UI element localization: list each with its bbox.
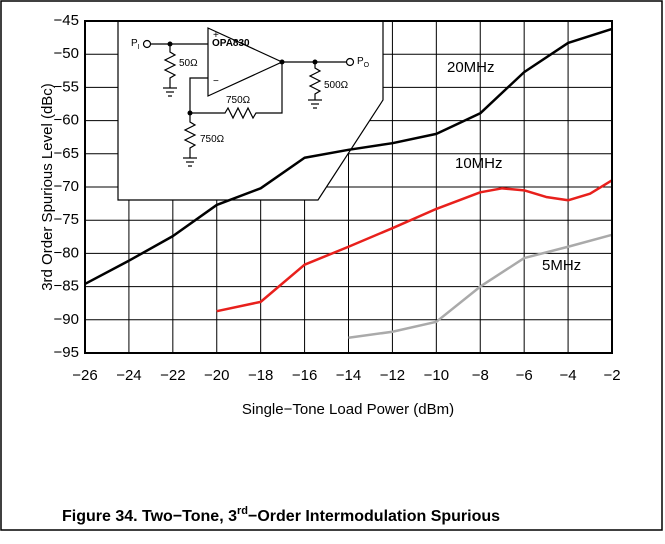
x-tick-label: −18 <box>248 367 273 384</box>
circuit-nodes <box>167 41 318 116</box>
series-label: 10MHz <box>455 155 503 172</box>
resistor-label: 50Ω <box>179 58 198 69</box>
input-label: PI <box>131 38 140 51</box>
x-tick-label: −12 <box>380 367 405 384</box>
y-tick-label: −70 <box>54 178 79 195</box>
x-axis-label: Single−Tone Load Power (dBm) <box>242 401 454 418</box>
x-tick-label: −2 <box>603 367 620 384</box>
x-tick-label: −14 <box>336 367 361 384</box>
series-line <box>348 233 613 339</box>
y-tick-label: −95 <box>54 344 79 361</box>
plus-label: + <box>213 30 219 41</box>
y-axis-label: 3rd Order Spurious Level (dBc) <box>39 83 56 291</box>
x-tick-label: −24 <box>116 367 141 384</box>
series-line <box>84 27 613 286</box>
output-label: PO <box>357 56 370 69</box>
x-tick-label: −8 <box>472 367 489 384</box>
figure-border <box>0 0 663 531</box>
y-tick-label: −75 <box>54 211 79 228</box>
x-tick-label: −6 <box>516 367 533 384</box>
y-tick-label: −90 <box>54 311 79 328</box>
x-tick-label: −22 <box>160 367 185 384</box>
y-tick-label: −65 <box>54 145 79 162</box>
y-tick-label: −60 <box>54 112 79 129</box>
series-line <box>216 179 613 313</box>
x-tick-label: −16 <box>292 367 317 384</box>
amp-label: OPA830 <box>212 38 250 49</box>
x-tick-label: −20 <box>204 367 229 384</box>
plot-frame <box>84 20 613 354</box>
x-tick-label: −4 <box>560 367 577 384</box>
resistor-label: 750Ω <box>200 134 225 145</box>
x-tick-label: −26 <box>72 367 97 384</box>
resistor-label: 750Ω <box>226 95 251 106</box>
y-tick-label: −45 <box>54 12 79 29</box>
series-label: 5MHz <box>542 257 581 274</box>
series-label: 20MHz <box>447 59 495 76</box>
minus-label: − <box>213 76 219 87</box>
y-tick-label: −50 <box>54 45 79 62</box>
resistor-label: 500Ω <box>324 80 349 91</box>
y-tick-label: −85 <box>54 278 79 295</box>
curves <box>84 27 613 339</box>
circuit <box>142 27 355 167</box>
caption: Figure 34. Two−Tone, 3rd−Order Intermodu… <box>62 505 500 525</box>
y-tick-label: −55 <box>54 78 79 95</box>
y-tick-label: −80 <box>54 244 79 261</box>
x-tick-label: −10 <box>424 367 449 384</box>
